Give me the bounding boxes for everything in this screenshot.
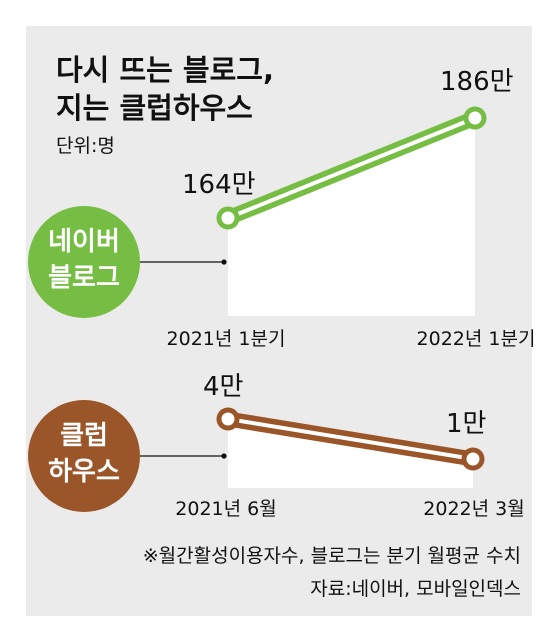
chart-title-line-1: 다시 뜨는 블로그, (56, 53, 274, 87)
clubhouse-leader-dot (221, 453, 227, 459)
clubhouse-x-tick-2: 2022년 3월 (423, 498, 524, 520)
source-note: 자료:네이버, 모바일인덱스 (310, 578, 521, 600)
naver-x-tick-1: 2021년 1분기 (167, 328, 286, 350)
clubhouse-series-badge (28, 400, 140, 512)
naver-line-highlight (226, 116, 477, 220)
naver-series-badge (28, 206, 140, 318)
naver-x-tick-2: 2022년 1분기 (417, 328, 536, 350)
chart-title-line-2: 지는 클럽하우스 (56, 91, 253, 125)
clubhouse-line-highlight (226, 417, 475, 461)
naver-series-label-line-2: 블로그 (48, 263, 120, 293)
naver-value-label-1: 164만 (182, 170, 256, 200)
naver-area (228, 118, 475, 316)
clubhouse-point-2022-03 (461, 447, 485, 471)
naver-leader-dot (221, 259, 227, 265)
naver-series-label-line-1: 네이버 (48, 227, 120, 257)
clubhouse-value-label-1: 4만 (203, 372, 243, 402)
naver-value-label-2: 186만 (440, 67, 514, 97)
clubhouse-series-label-line-1: 클럽 (60, 421, 108, 451)
clubhouse-point-2021-06 (216, 407, 240, 431)
footnote: ※월간활성이용자수, 블로그는 분기 월평균 수치 (143, 545, 521, 567)
naver-point-2022q1 (463, 106, 487, 130)
clubhouse-series-label-line-2: 하우스 (48, 457, 120, 487)
clubhouse-value-label-2: 1만 (446, 409, 486, 439)
clubhouse-x-tick-1: 2021년 6월 (175, 498, 276, 520)
unit-label: 단위:명 (56, 135, 115, 157)
naver-point-2021q1 (216, 206, 240, 230)
